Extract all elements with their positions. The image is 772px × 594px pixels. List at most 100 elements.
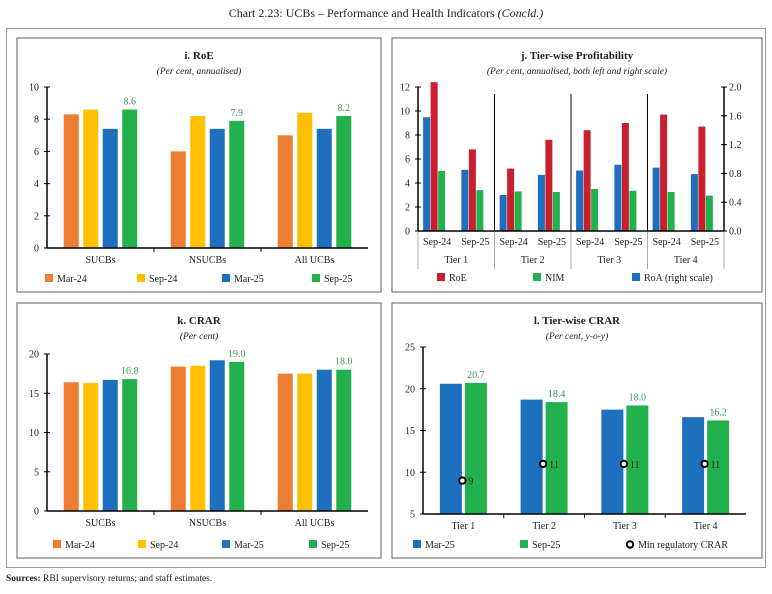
bar-sep-24-sucbs xyxy=(83,109,99,248)
bar-sep-25-tier-3 xyxy=(626,405,649,514)
y-tick-label: 0.8 xyxy=(729,169,742,180)
y-tick-label: 15 xyxy=(29,389,39,400)
x-category-label: All UCBs xyxy=(295,255,335,266)
bar-sep-25-nsucbs xyxy=(229,120,245,248)
bar-sep-24-all-ucbs xyxy=(297,112,313,248)
bar-mar-25-all-ucbs xyxy=(316,128,332,248)
legend-label: Sep-24 xyxy=(150,540,178,551)
y-tick-label: 10 xyxy=(400,107,410,118)
legend-swatch-sep-25 xyxy=(520,540,528,548)
legend-label: Mar-25 xyxy=(234,540,264,551)
min-crar-marker xyxy=(619,459,629,469)
legend-swatch-sep-24 xyxy=(138,540,146,548)
bar-roe-tier2-sep-24 xyxy=(507,168,515,231)
y-tick-label: 0.4 xyxy=(729,198,742,209)
legend-swatch-sep-25 xyxy=(312,274,320,282)
sources-label: Sources: xyxy=(6,574,41,584)
bar-roa-tier2-sep-24 xyxy=(499,195,507,231)
x-subcategory-label: Sep-24 xyxy=(423,237,451,248)
bar-sep-25-all-ucbs xyxy=(336,115,352,248)
y-tick-label: 1.6 xyxy=(729,111,742,122)
bar-roa-tier3-sep-24 xyxy=(576,170,584,231)
bar-sep-24-all-ucbs xyxy=(297,373,313,511)
bar-roe-tier3-sep-24 xyxy=(583,130,591,231)
bar-roe-tier4-sep-24 xyxy=(660,114,668,231)
chart-subtitle: (Per cent, annualised, both left and rig… xyxy=(487,66,667,77)
x-subcategory-label: Sep-24 xyxy=(499,237,527,248)
bar-nim-tier4-sep-24 xyxy=(667,192,675,231)
chart-title: l. Tier-wise CRAR xyxy=(534,315,621,327)
x-category-label: All UCBs xyxy=(295,518,335,529)
bar-mar-25-nsucbs xyxy=(209,128,225,248)
y-tick-label: 10 xyxy=(405,468,415,479)
y-tick-label: 4 xyxy=(405,179,410,190)
x-group-label: Tier 2 xyxy=(521,255,545,266)
bar-nim-tier2-sep-25 xyxy=(552,192,560,231)
bar-sep-25-sucbs xyxy=(122,379,138,511)
chart-title: j. Tier-wise Profitability xyxy=(520,50,634,62)
bar-sep-24-nsucbs xyxy=(190,115,206,248)
x-subcategory-label: Sep-24 xyxy=(576,237,604,248)
data-label: 18.0 xyxy=(335,357,353,368)
bar-nim-tier3-sep-24 xyxy=(591,189,599,231)
data-label: 8.2 xyxy=(338,103,351,114)
y-tick-label: 5 xyxy=(34,467,39,478)
data-label: 20.7 xyxy=(467,370,485,381)
bar-roe-tier3-sep-25 xyxy=(621,123,629,231)
x-category-label: Tier 4 xyxy=(694,521,718,532)
legend-swatch-nim xyxy=(533,273,541,281)
data-label: 19.0 xyxy=(228,349,246,360)
x-group-label: Tier 3 xyxy=(597,255,621,266)
y-tick-label: 0 xyxy=(34,244,39,255)
bar-roa-tier4-sep-25 xyxy=(690,174,698,231)
legend-label: NIM xyxy=(545,273,565,284)
bar-nim-tier4-sep-25 xyxy=(705,195,713,231)
x-subcategory-label: Sep-24 xyxy=(652,237,680,248)
bar-nim-tier3-sep-25 xyxy=(629,190,637,231)
bar-mar-24-nsucbs xyxy=(170,366,186,511)
chart-subtitle: (Per cent, annualised) xyxy=(157,66,242,77)
legend-label: Min regulatory CRAR xyxy=(638,540,728,551)
marker-label: 9 xyxy=(468,477,473,488)
sources-note: Sources: RBI supervisory returns; and st… xyxy=(6,574,212,584)
y-tick-label: 4 xyxy=(34,179,39,190)
marker-label: 11 xyxy=(630,460,640,471)
y-tick-label: 10 xyxy=(29,83,39,94)
bar-sep-24-nsucbs xyxy=(190,365,206,511)
bar-roa-tier2-sep-25 xyxy=(537,174,545,231)
legend-swatch-mar-25 xyxy=(413,540,421,548)
chart-main-title: Chart 2.23: UCBs – Performance and Healt… xyxy=(0,6,772,21)
x-group-label: Tier 1 xyxy=(444,255,468,266)
legend-label: Mar-25 xyxy=(234,274,264,285)
y-tick-label: 8 xyxy=(34,115,39,126)
x-category-label: Tier 3 xyxy=(613,521,637,532)
bar-roa-tier4-sep-24 xyxy=(652,167,660,231)
bar-mar-25-tier-2 xyxy=(520,399,543,514)
x-subcategory-label: Sep-25 xyxy=(461,237,489,248)
bar-roe-tier2-sep-25 xyxy=(545,139,553,231)
bar-mar-24-all-ucbs xyxy=(277,373,293,511)
legend-label: Sep-25 xyxy=(324,274,352,285)
min-crar-marker xyxy=(538,459,548,469)
data-label: 16.2 xyxy=(709,407,727,418)
y-tick-label: 8 xyxy=(405,131,410,142)
bar-mar-24-nsucbs xyxy=(170,151,186,248)
data-label: 8.6 xyxy=(124,97,137,108)
y-tick-label: 20 xyxy=(29,350,39,361)
legend-swatch-mar-25 xyxy=(222,540,230,548)
y-tick-label: 0 xyxy=(34,507,39,518)
chart-title: i. RoE xyxy=(184,50,213,62)
x-subcategory-label: Sep-25 xyxy=(614,237,642,248)
legend-label: RoE xyxy=(449,273,467,284)
bar-sep-25-tier-1 xyxy=(464,382,487,514)
min-crar-marker xyxy=(458,476,467,485)
bar-mar-25-tier-1 xyxy=(439,383,462,514)
x-group-label: Tier 4 xyxy=(674,255,698,266)
chart-outer-frame xyxy=(6,28,766,568)
legend-label: Mar-24 xyxy=(57,274,87,285)
data-label: 7.9 xyxy=(231,108,244,119)
bar-roa-tier3-sep-25 xyxy=(614,164,622,231)
y-tick-label: 6 xyxy=(405,155,410,166)
chart-subtitle: (Per cent) xyxy=(180,331,218,342)
